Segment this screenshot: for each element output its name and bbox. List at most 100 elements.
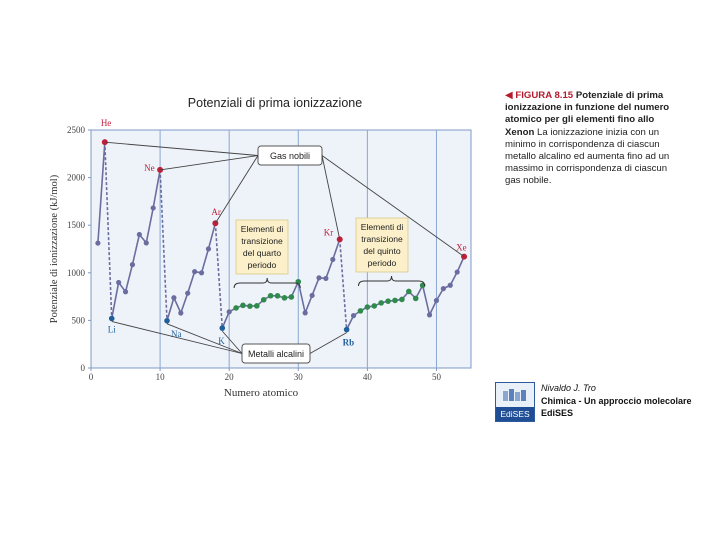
- data-point-element: [122, 289, 129, 295]
- series-line-segment: [332, 239, 341, 260]
- data-point-element: [440, 286, 446, 292]
- data-point-element: [143, 240, 149, 246]
- transizione-quinto-line: Elementi di: [361, 222, 404, 232]
- publisher-logo-text: EdiSES: [496, 407, 534, 421]
- transizione-quinto-line: transizione: [361, 234, 403, 244]
- series-line-segment: [173, 297, 182, 314]
- x-tick-label: 0: [89, 372, 94, 382]
- data-point-element: [302, 310, 308, 316]
- metalli-alcalini-leader: [309, 332, 347, 354]
- element-label-ne: Ne: [144, 163, 155, 173]
- data-point-element: [205, 246, 212, 252]
- series-line-segment: [110, 282, 120, 319]
- transizione-quinto-box: [355, 217, 409, 273]
- data-point-transition: [406, 288, 412, 295]
- element-label-li: Li: [108, 324, 116, 334]
- data-point-transition: [240, 302, 246, 309]
- data-point-transition: [392, 297, 398, 304]
- gas-nobili-leader: [214, 155, 259, 224]
- y-tick-label: 1000: [67, 268, 86, 278]
- books-icon: [503, 389, 526, 401]
- data-point-alkali: [108, 315, 115, 322]
- y-tick-label: 500: [72, 315, 86, 325]
- metalli-alcalini-leader: [166, 323, 243, 354]
- metalli-alcalini-label: Metalli alcalini: [248, 349, 304, 359]
- chart-title: Potenziali di prima ionizzazione: [188, 96, 362, 110]
- transizione-quarto-line: transizione: [241, 236, 283, 246]
- series-line-segment: [338, 239, 348, 330]
- data-point-element: [426, 312, 433, 318]
- caption-marker-icon: ◀: [505, 90, 513, 101]
- data-point-transition: [233, 305, 239, 311]
- data-point-element: [171, 295, 177, 301]
- element-label-na: Na: [171, 329, 182, 339]
- data-point-transition: [254, 303, 260, 309]
- series-line-segment: [186, 271, 196, 294]
- data-point-transition: [247, 303, 253, 309]
- data-point-element: [309, 292, 315, 299]
- publisher-block: EdiSES Nivaldo J. Tro Chimica - Un appro…: [495, 382, 695, 422]
- element-label-k: K: [218, 336, 225, 346]
- data-point-transition: [281, 295, 288, 301]
- data-point-transition: [378, 300, 384, 306]
- series-line-segment: [325, 259, 334, 279]
- transizione-quarto-line: Elementi di: [241, 224, 284, 234]
- metalli-alcalini-leader: [221, 330, 243, 354]
- data-point-element: [350, 313, 357, 319]
- data-point-alkali: [343, 326, 350, 333]
- brace-quinto-periodo: [357, 275, 426, 287]
- data-point-alkali: [219, 325, 226, 331]
- data-point-element: [192, 269, 198, 275]
- element-label-kr: Kr: [324, 227, 334, 237]
- transizione-quarto-line: periodo: [248, 260, 277, 270]
- data-point-element: [323, 275, 329, 282]
- data-point-element: [330, 256, 336, 263]
- gas-nobili-leader: [321, 155, 341, 240]
- series-line-segment: [97, 142, 106, 244]
- series-line-segment: [166, 297, 175, 322]
- data-point-element: [447, 282, 453, 288]
- data-point-element: [136, 231, 142, 238]
- x-tick-label: 50: [432, 372, 442, 382]
- data-point-transition: [364, 304, 371, 310]
- publisher-logo: EdiSES: [495, 382, 535, 422]
- element-label-xe: Xe: [456, 243, 467, 253]
- series-line-segment: [311, 277, 320, 296]
- data-point-element: [150, 205, 156, 211]
- data-point-transition: [412, 295, 419, 302]
- caption-body: La ionizzazione inizia con un minimo in …: [505, 126, 670, 187]
- transizione-quarto-box: [235, 219, 289, 275]
- gas-nobili-leader: [160, 155, 259, 171]
- metalli-alcalini-leader: [111, 321, 243, 354]
- data-point-element: [116, 279, 122, 286]
- element-label-rb: Rb: [343, 338, 355, 348]
- data-point-element: [226, 309, 232, 315]
- x-tick-label: 30: [294, 372, 304, 382]
- y-tick-label: 1500: [67, 220, 86, 230]
- data-point-element: [129, 262, 136, 268]
- gas-nobili-label: Gas nobili: [270, 151, 310, 161]
- caption-heading: Potenziale di prima ionizzazione in funz…: [505, 90, 670, 138]
- data-point-transition: [385, 298, 391, 304]
- y-tick-label: 2500: [67, 125, 86, 135]
- data-point-transition: [288, 294, 295, 300]
- gas-nobili-leader: [321, 155, 465, 257]
- element-label-he: He: [101, 118, 112, 128]
- series-line-segment: [180, 292, 189, 314]
- figure-caption: ◀ FIGURA 8.15 Potenziale di prima ionizz…: [505, 90, 683, 188]
- transizione-quinto-line: del quinto: [363, 246, 400, 256]
- data-point-transition: [274, 293, 281, 299]
- data-point-transition: [371, 303, 378, 309]
- data-point-element: [95, 240, 101, 246]
- series-line-segment: [200, 248, 210, 274]
- series-line-segment: [145, 207, 154, 244]
- series-line-segment: [297, 281, 306, 314]
- x-tick-label: 20: [225, 372, 235, 382]
- series-line-segment: [124, 264, 134, 292]
- y-tick-label: 2000: [67, 173, 86, 183]
- series-line-segment: [131, 234, 141, 265]
- series-line-segment: [104, 142, 113, 319]
- y-tick-label: 0: [81, 363, 86, 373]
- data-point-element: [433, 297, 440, 304]
